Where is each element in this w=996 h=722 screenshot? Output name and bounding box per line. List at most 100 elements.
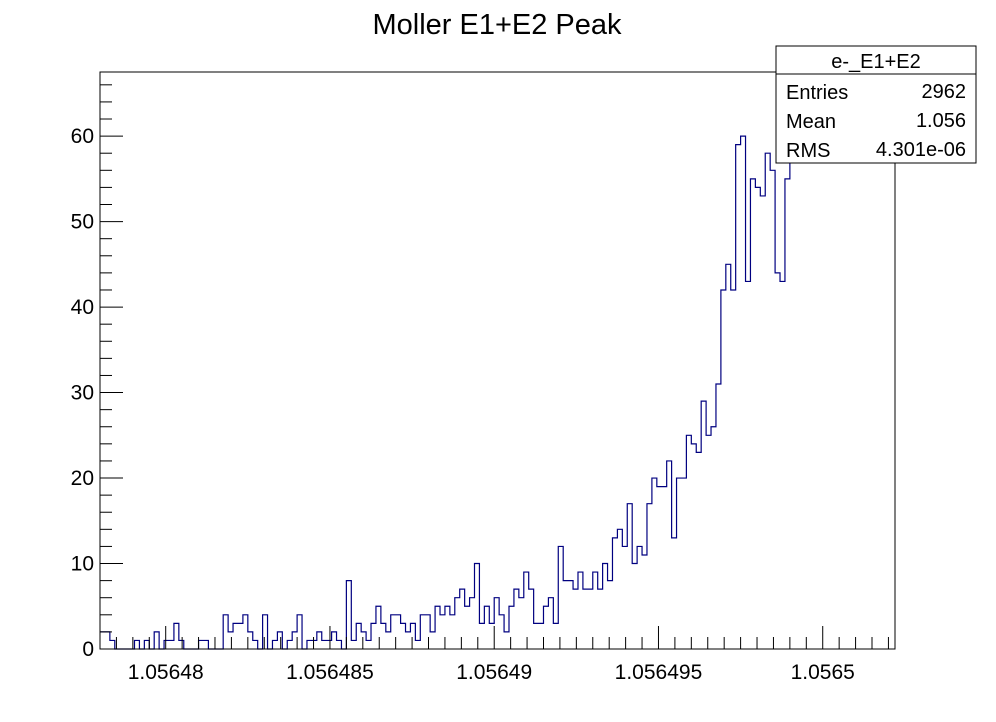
histogram-bin [750, 179, 755, 649]
stats-box-frame [775, 45, 977, 164]
histogram-bin [568, 581, 573, 649]
histogram-bin [391, 615, 396, 649]
histogram-bin [144, 640, 149, 649]
histogram-bin [371, 623, 376, 649]
histogram-bin [445, 606, 450, 649]
y-tick-label: 30 [71, 382, 94, 405]
histogram-bin [292, 632, 297, 649]
x-tick-label: 1.05649 [456, 661, 532, 684]
histogram-bin [233, 623, 238, 649]
histogram-bin [657, 487, 662, 649]
histogram-bin [593, 572, 598, 649]
histogram-bin [361, 632, 366, 649]
histogram-bin [327, 640, 332, 649]
y-tick-label: 40 [71, 296, 94, 319]
histogram-bin [519, 598, 524, 649]
histogram-bin [475, 564, 480, 649]
stats-entries-label: Entries [786, 82, 848, 104]
y-tick-label: 60 [71, 125, 94, 148]
histogram-bin [499, 615, 504, 649]
histogram-bin [598, 589, 603, 649]
histogram-bin [164, 640, 169, 649]
histogram-bin [307, 640, 312, 649]
histogram-bin [741, 136, 746, 649]
histogram-bin [509, 606, 514, 649]
histogram-bin [243, 615, 248, 649]
histogram-bin [504, 632, 509, 649]
histogram-bin [100, 632, 105, 649]
histogram-bin [726, 264, 731, 649]
histogram-bin [706, 435, 711, 649]
histogram-bins [100, 135, 795, 650]
histogram-bin [415, 640, 420, 649]
histogram-bin [716, 384, 721, 649]
histogram-bin [558, 546, 563, 649]
histogram-bin [401, 623, 406, 649]
histogram-bin [332, 632, 337, 649]
histogram-bin [721, 290, 726, 649]
histogram-bin [677, 478, 682, 649]
histogram-bin [470, 598, 475, 649]
histogram-bin [366, 640, 371, 649]
histogram-bin [199, 640, 204, 649]
histogram-bin [238, 623, 243, 649]
histogram-bin [396, 615, 401, 649]
histogram-bin [543, 606, 548, 649]
histogram-bin [435, 606, 440, 649]
histogram-bin [691, 444, 696, 649]
histogram-bin [297, 615, 302, 649]
histogram-bin [376, 606, 381, 649]
histogram-bin [134, 640, 139, 649]
histogram-bin [248, 632, 253, 649]
histogram-bin [573, 589, 578, 649]
x-tick-label: 1.0565 [791, 661, 855, 684]
histogram-bin [494, 598, 499, 649]
histogram-bin [346, 581, 351, 649]
histogram-step-line [100, 135, 795, 650]
histogram-bin [410, 623, 415, 649]
histogram-bin [223, 615, 228, 649]
histogram-bin [174, 623, 179, 649]
histogram-bin [627, 504, 632, 649]
histogram-bin [736, 145, 741, 649]
histogram-bin [351, 640, 356, 649]
histogram-bin [667, 461, 672, 649]
histogram-bin [203, 640, 208, 649]
histogram-bin [612, 538, 617, 649]
stats-rms-value: 4.301e-06 [876, 139, 966, 161]
histogram-bin [450, 615, 455, 649]
histogram-bin [790, 162, 795, 649]
histogram-bin [578, 572, 583, 649]
histogram-bin [337, 640, 342, 649]
histogram-bin [322, 640, 327, 649]
histogram-bin [622, 546, 627, 649]
x-tick-label: 1.056495 [615, 661, 703, 684]
y-tick-label: 50 [71, 211, 94, 234]
plot-frame [99, 71, 896, 650]
stats-rms-label: RMS [786, 140, 830, 162]
histogram-bin [681, 478, 686, 649]
histogram-bin [386, 632, 391, 649]
histogram-bin [263, 615, 268, 649]
histogram-bin [765, 153, 770, 649]
stats-mean-label: Mean [786, 111, 836, 133]
histogram-bin [154, 632, 159, 649]
histogram-bin [652, 478, 657, 649]
histogram-bin [686, 435, 691, 649]
histogram-bin [637, 546, 642, 649]
stats-box-title: e-_E1+E2 [831, 51, 921, 73]
histogram-bin [770, 170, 775, 649]
x-tick-label: 1.056485 [286, 661, 374, 684]
histogram-bin [430, 632, 435, 649]
histogram-bin [647, 504, 652, 649]
histogram-bin [105, 632, 110, 649]
y-axis: 0 10 20 30 40 50 60 [71, 84, 123, 661]
histogram-bin [608, 581, 613, 649]
histogram-bin [253, 640, 258, 649]
histogram-bin [553, 623, 558, 649]
histogram-bin [381, 623, 386, 649]
chart-title: Moller E1+E2 Peak [372, 9, 622, 41]
histogram-bin [179, 640, 184, 649]
